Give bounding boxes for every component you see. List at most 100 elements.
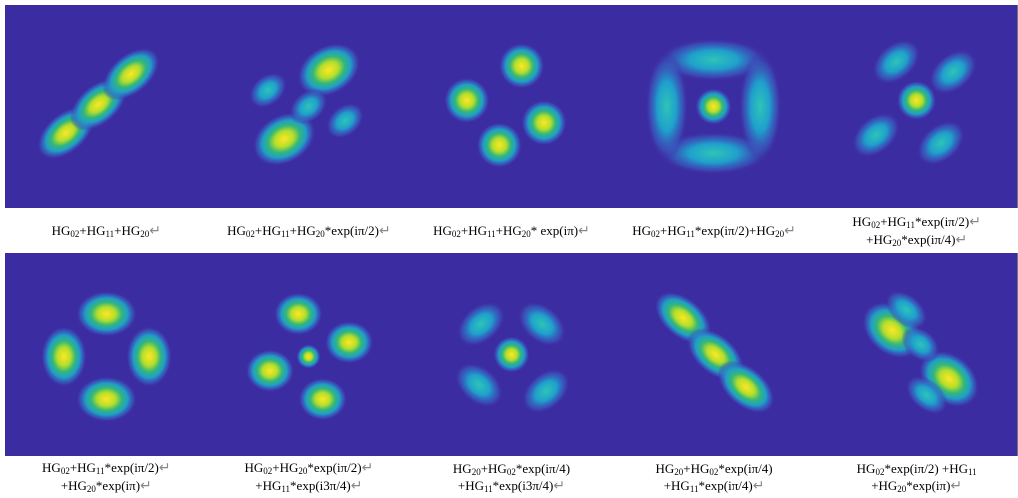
- paragraph-mark: ↵: [784, 224, 796, 239]
- caption-text: HG: [433, 223, 452, 238]
- caption-text: HG: [453, 461, 472, 476]
- intensity-image: [5, 5, 209, 208]
- panel: HG02*exp(iπ/2) +HG11+HG20*exp(iπ)↵: [815, 253, 1018, 498]
- caption-text: +HG: [255, 223, 281, 238]
- caption: HG20+HG02*exp(iπ/4)+HG11*exp(i3π/4)↵: [410, 456, 613, 498]
- caption-text: +HG: [880, 214, 906, 229]
- subscript: 20: [87, 484, 96, 494]
- subscript: 11: [96, 466, 105, 476]
- caption-text: +HG: [683, 461, 709, 476]
- intensity-lobe: [646, 52, 689, 162]
- caption-text: HG: [857, 461, 876, 476]
- caption-line: +HG11*exp(i3π/4)↵: [458, 477, 565, 495]
- caption: HG02+HG11*exp(iπ/2)↵+HG20*exp(iπ/4)↵: [815, 208, 1018, 253]
- subscript: 02: [61, 466, 70, 476]
- subscript: 11: [484, 484, 493, 494]
- subscript: 11: [906, 220, 915, 230]
- caption-text: *exp(iπ/2): [915, 214, 969, 229]
- panel: HG20+HG02*exp(iπ/4)+HG11*exp(i3π/4)↵: [410, 253, 613, 498]
- caption-line: +HG20*exp(iπ)↵: [871, 477, 962, 495]
- intensity-image: [815, 253, 1018, 456]
- caption-text: +HG: [866, 232, 892, 247]
- caption-text: HG: [852, 214, 871, 229]
- caption-text: *exp(iπ): [906, 478, 950, 493]
- caption-line: HG20+HG02*exp(iπ/4): [453, 460, 570, 477]
- paragraph-mark: ↵: [140, 479, 152, 494]
- caption-line: HG02+HG11*exp(iπ/2)↵: [852, 213, 981, 231]
- caption-text: +HG: [871, 478, 897, 493]
- subscript: 20: [140, 229, 149, 239]
- paragraph-mark: ↵: [379, 224, 391, 239]
- intensity-image: [207, 5, 411, 208]
- subscript: 11: [281, 484, 290, 494]
- caption-text: +HG: [70, 460, 96, 475]
- caption-text: *exp(iπ/4): [516, 461, 570, 476]
- caption-text: HG: [656, 461, 675, 476]
- caption-text: *exp(iπ/4): [718, 461, 772, 476]
- figure-grid: HG02+HG11+HG20↵ HG02+HG11+HG20*exp(iπ/2)…: [5, 5, 1018, 498]
- caption: HG02+HG11*exp(iπ/2)+HG20↵: [613, 208, 816, 253]
- caption: HG02+HG11+HG20*exp(iπ/2)↵: [208, 208, 411, 253]
- subscript: 02: [871, 220, 880, 230]
- intensity-image: [410, 253, 614, 456]
- caption-line: HG02+HG20*exp(iπ/2)↵: [244, 459, 373, 477]
- caption-text: HG: [632, 223, 651, 238]
- paragraph-mark: ↵: [955, 233, 967, 248]
- intensity-lobe: [76, 291, 137, 337]
- caption: HG20+HG02*exp(iπ/4)+HG11*exp(iπ/4)↵: [613, 456, 816, 498]
- intensity-lobe: [521, 100, 567, 146]
- caption-text: *exp(iπ/2): [307, 460, 361, 475]
- caption: HG02+HG11+HG20* exp(iπ)↵: [410, 208, 613, 253]
- subscript: 11: [281, 229, 290, 239]
- subscript: 02: [263, 466, 272, 476]
- subscript: 20: [897, 484, 906, 494]
- caption-text: *exp(iπ/4): [698, 478, 752, 493]
- paragraph-mark: ↵: [553, 479, 565, 494]
- caption-text: *exp(iπ/2) +HG: [884, 461, 968, 476]
- caption-line: HG02+HG11*exp(iπ/2)+HG20↵: [632, 222, 796, 240]
- intensity-image: [612, 5, 816, 208]
- subscript: 20: [775, 229, 784, 239]
- caption-text: +HG: [114, 223, 140, 238]
- caption-text: HG: [227, 223, 246, 238]
- intensity-lobe: [76, 376, 137, 422]
- intensity-lobe: [246, 349, 295, 392]
- caption: HG02+HG11+HG20↵: [5, 208, 208, 253]
- caption-text: HG: [52, 223, 71, 238]
- caption-line: HG02*exp(iπ/2) +HG11: [857, 460, 977, 477]
- intensity-image: [612, 253, 816, 456]
- paragraph-mark: ↵: [351, 479, 363, 494]
- paragraph-mark: ↵: [159, 461, 171, 476]
- caption-text: HG: [244, 460, 263, 475]
- intensity-lobe: [499, 43, 545, 89]
- paragraph-mark: ↵: [950, 479, 962, 494]
- caption-text: +HG: [290, 223, 316, 238]
- panel: HG02+HG11+HG20↵: [5, 5, 208, 253]
- caption-text: +HG: [461, 223, 487, 238]
- panel: HG02+HG11+HG20*exp(iπ/2)↵: [208, 5, 411, 253]
- caption-text: +HG: [79, 223, 105, 238]
- intensity-lobe: [325, 321, 374, 364]
- subscript: 11: [968, 467, 977, 477]
- subscript: 20: [472, 467, 481, 477]
- intensity-lobe: [126, 326, 172, 387]
- caption-line: HG02+HG11+HG20↵: [52, 222, 161, 240]
- intensity-lobe: [296, 344, 320, 368]
- paragraph-mark: ↵: [578, 224, 590, 239]
- intensity-image: [410, 5, 614, 208]
- caption-text: *exp(iπ/2): [105, 460, 159, 475]
- caption-text: +HG: [458, 478, 484, 493]
- caption-line: +HG20*exp(iπ/4)↵: [866, 231, 967, 249]
- panel: HG02+HG11+HG20* exp(iπ)↵: [410, 5, 613, 253]
- paragraph-mark: ↵: [362, 461, 374, 476]
- caption: HG02*exp(iπ/2) +HG11+HG20*exp(iπ)↵: [815, 456, 1018, 498]
- subscript: 11: [105, 229, 114, 239]
- caption-text: +HG: [496, 223, 522, 238]
- panel: HG02+HG20*exp(iπ/2)↵+HG11*exp(i3π/4)↵: [208, 253, 411, 498]
- intensity-lobe: [274, 293, 323, 336]
- subscript: 20: [892, 238, 901, 248]
- caption-line: HG20+HG02*exp(iπ/4): [656, 460, 773, 477]
- paragraph-mark: ↵: [969, 215, 981, 230]
- panel: HG02+HG11*exp(iπ/2)↵+HG20*exp(iπ)↵: [5, 253, 208, 498]
- caption-line: +HG11*exp(i3π/4)↵: [255, 477, 362, 495]
